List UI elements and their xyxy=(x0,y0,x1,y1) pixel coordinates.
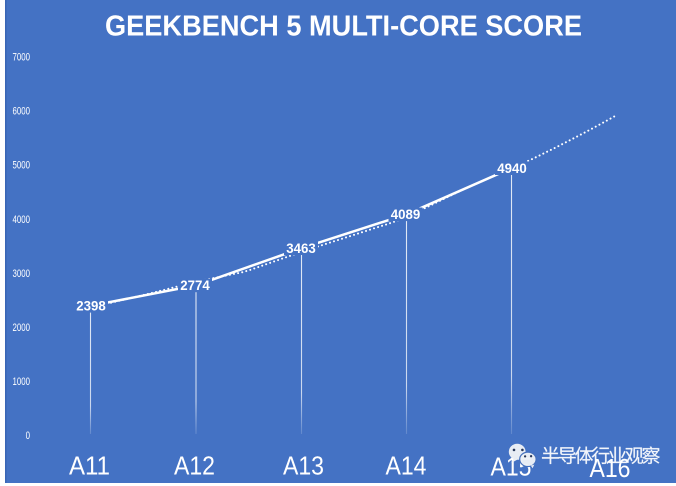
svg-text:GEEKBENCH 5 MULTI-CORE SCORE: GEEKBENCH 5 MULTI-CORE SCORE xyxy=(105,11,582,43)
svg-text:6000: 6000 xyxy=(13,106,31,118)
svg-text:2000: 2000 xyxy=(13,322,31,334)
svg-text:A14: A14 xyxy=(386,451,427,481)
svg-text:3000: 3000 xyxy=(13,268,31,280)
svg-text:2774: 2774 xyxy=(180,278,210,293)
svg-text:4000: 4000 xyxy=(13,214,31,226)
svg-text:3463: 3463 xyxy=(286,241,316,256)
svg-text:7000: 7000 xyxy=(13,52,31,64)
svg-text:0: 0 xyxy=(26,430,30,442)
svg-text:A11: A11 xyxy=(69,451,110,481)
svg-text:1000: 1000 xyxy=(13,376,31,388)
svg-text:4940: 4940 xyxy=(497,161,527,176)
svg-text:2398: 2398 xyxy=(76,299,106,314)
svg-text:5000: 5000 xyxy=(13,160,31,172)
svg-text:A13: A13 xyxy=(283,451,324,481)
svg-text:A12: A12 xyxy=(174,451,215,481)
svg-text:4089: 4089 xyxy=(391,207,421,222)
